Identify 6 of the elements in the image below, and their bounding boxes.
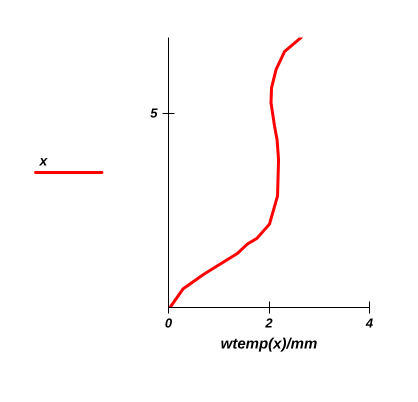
x-axis-title: wtemp(x)/mm bbox=[220, 336, 318, 352]
text: x bbox=[38, 152, 48, 168]
x-tick-label: 0 bbox=[164, 316, 173, 330]
x-tick-label: 4 bbox=[364, 316, 374, 330]
x-tick-label: 2 bbox=[264, 316, 274, 330]
text: 5 bbox=[150, 106, 158, 121]
